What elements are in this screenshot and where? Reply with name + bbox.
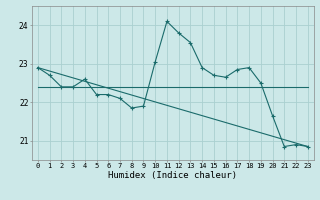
X-axis label: Humidex (Indice chaleur): Humidex (Indice chaleur) [108, 171, 237, 180]
